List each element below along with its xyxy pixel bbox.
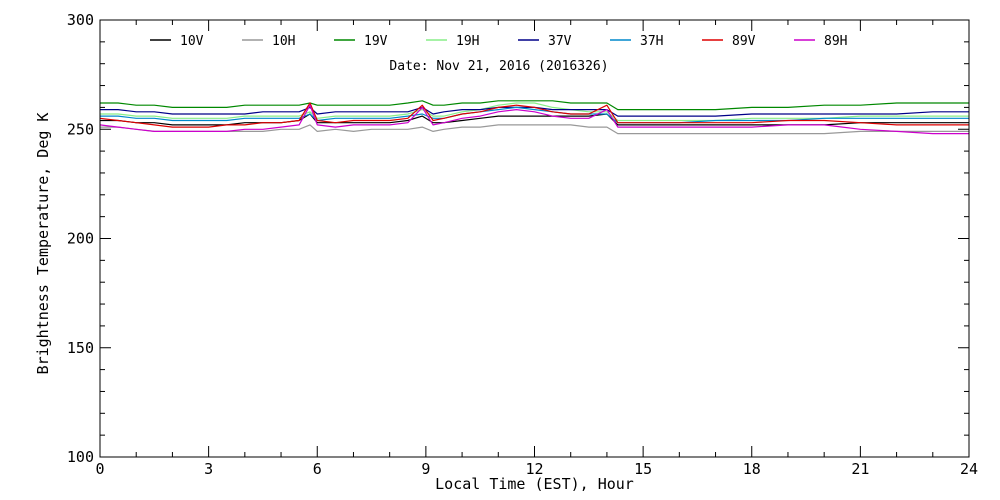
legend-item-10h: 10H — [242, 34, 295, 49]
x-tick-label: 3 — [204, 460, 213, 478]
series-line-19v — [100, 100, 969, 111]
x-tick-labels: 0 3 6 9 12 15 18 21 24 — [95, 460, 978, 478]
legend-item-89h: 89H — [794, 34, 847, 49]
legend-item-10v: 10V — [150, 34, 204, 49]
y-axis-label: Brightness Temperature, Deg K — [34, 113, 52, 375]
legend-item-89v: 89V — [702, 34, 756, 49]
y-tick-label: 150 — [67, 339, 94, 357]
legend: 10V 10H 19V 19H 37V 37H 89V 89H — [150, 34, 847, 49]
y-tick-labels: 100 150 200 250 300 — [67, 11, 94, 466]
axis-ticks — [99, 19, 970, 458]
chart-subtitle: Date: Nov 21, 2016 (2016326) — [389, 59, 608, 74]
x-axis-label: Local Time (EST), Hour — [435, 475, 634, 493]
legend-label: 89H — [824, 34, 847, 49]
x-tick-label: 0 — [95, 460, 104, 478]
legend-item-19v: 19V — [334, 34, 388, 49]
series-line-10v — [100, 113, 969, 126]
x-tick-label: 9 — [421, 460, 430, 478]
legend-label: 37V — [548, 34, 572, 49]
series-line-89h — [99, 104, 969, 135]
y-tick-label: 200 — [67, 230, 94, 248]
plot-lines — [99, 100, 969, 135]
legend-item-37h: 37H — [610, 34, 663, 49]
legend-label: 10V — [180, 34, 204, 49]
series-line-37h — [100, 106, 969, 124]
series-line-37v — [100, 106, 969, 117]
legend-label: 19V — [364, 34, 388, 49]
legend-label: 10H — [272, 34, 295, 49]
x-tick-label: 24 — [960, 460, 978, 478]
legend-label: 19H — [456, 34, 479, 49]
x-tick-label: 12 — [525, 460, 543, 478]
legend-label: 89V — [732, 34, 756, 49]
y-tick-label: 300 — [67, 11, 94, 29]
series-line-89v — [99, 102, 969, 128]
x-tick-label: 21 — [851, 460, 869, 478]
x-tick-label: 15 — [634, 460, 652, 478]
y-tick-label: 250 — [67, 120, 94, 138]
x-tick-label: 18 — [743, 460, 761, 478]
legend-item-37v: 37V — [518, 34, 572, 49]
x-tick-label: 6 — [313, 460, 322, 478]
legend-label: 37H — [640, 34, 663, 49]
y-tick-label: 100 — [67, 448, 94, 466]
plot-frame — [99, 19, 970, 458]
legend-item-19h: 19H — [426, 34, 479, 49]
